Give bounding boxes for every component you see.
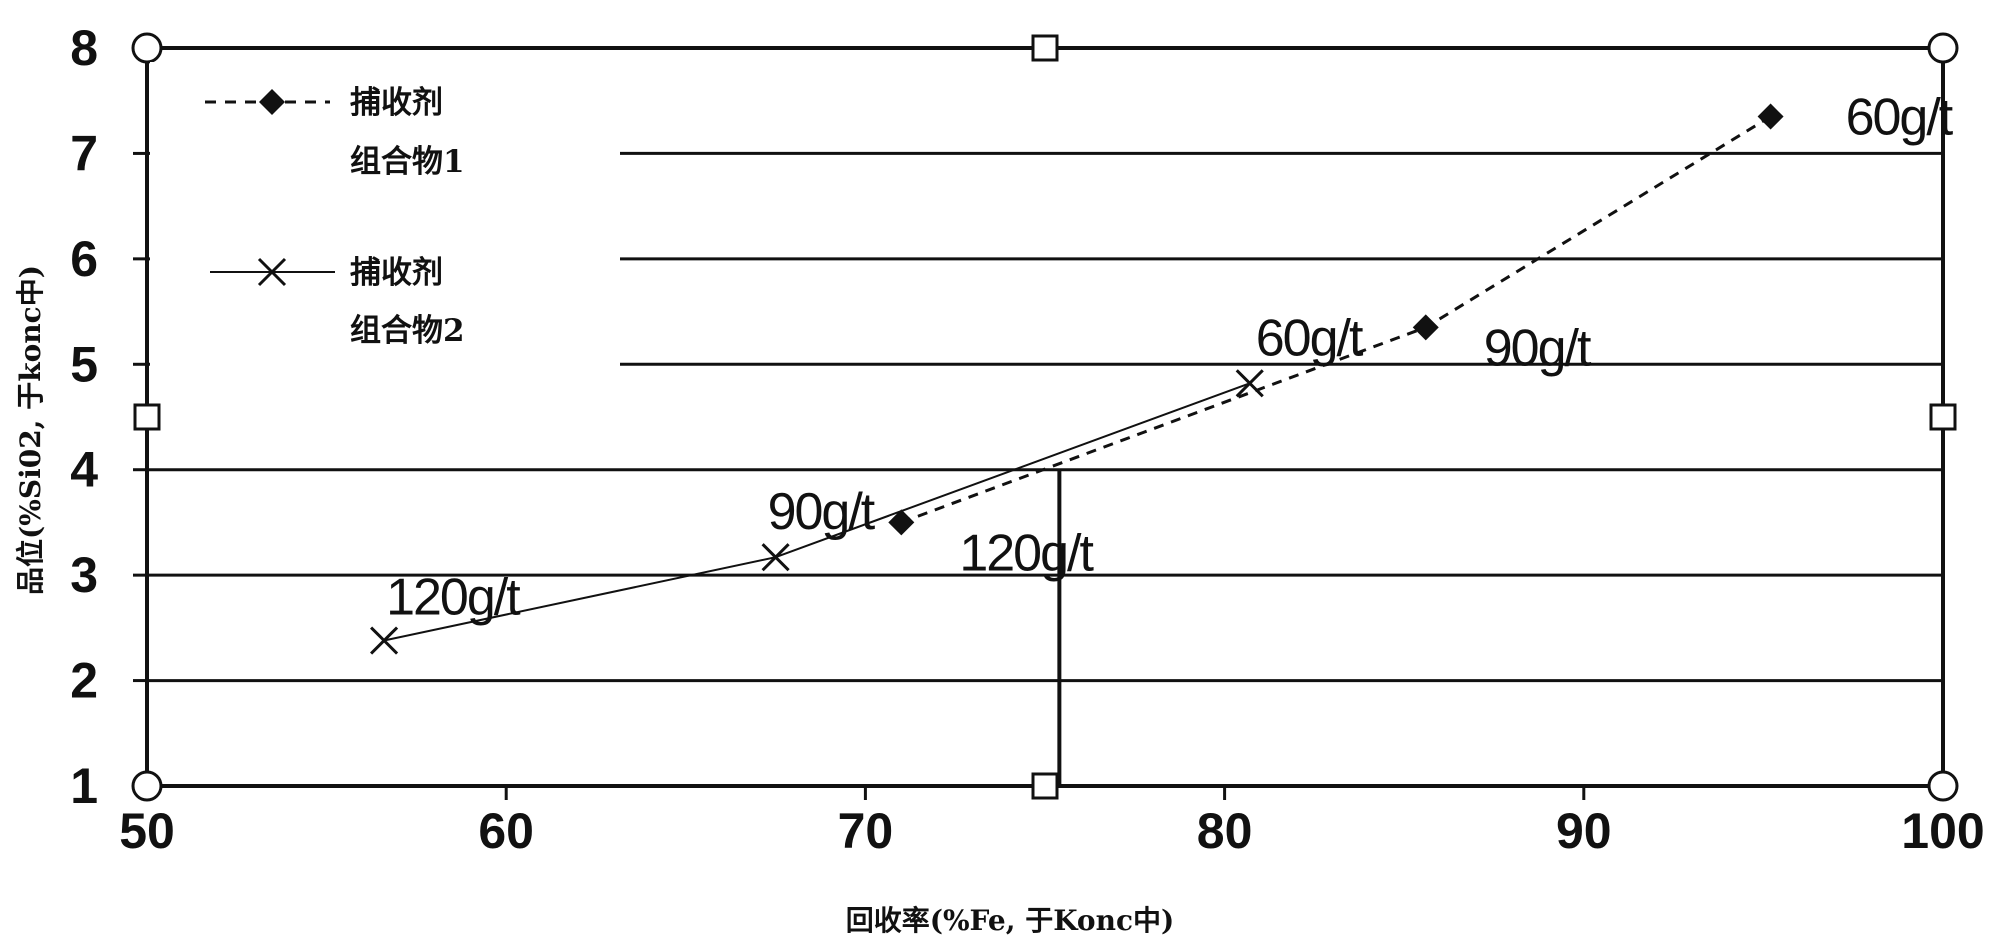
data-label-series-2: 60g/t <box>1256 309 1364 367</box>
y-tick-label: 6 <box>70 231 98 287</box>
frame-corner-handle <box>1929 772 1957 800</box>
y-tick-label: 3 <box>70 547 98 603</box>
y-tick-label: 4 <box>70 442 98 498</box>
legend-label-series-2-line1: 捕收剂 <box>350 255 443 291</box>
legend-label-series-1-line2: 组合物1 <box>350 144 465 180</box>
data-label-series-1: 90g/t <box>1484 319 1592 377</box>
data-label-series-2: 90g/t <box>768 483 876 541</box>
data-label-series-1: 120g/t <box>959 524 1094 582</box>
frame-edge-handle <box>1033 36 1057 60</box>
data-label-series-1: 60g/t <box>1846 89 1954 147</box>
frame-edge-handle <box>1033 774 1057 798</box>
data-label-series-2: 120g/t <box>386 569 521 627</box>
frame-corner-handle <box>1929 34 1957 62</box>
series-2-point <box>371 628 397 654</box>
frame-edge-handle <box>135 405 159 429</box>
series-1-point <box>888 509 914 535</box>
series-1-point <box>1413 314 1439 340</box>
legend-label-series-2-line2: 组合物2 <box>350 313 465 349</box>
y-tick-label: 8 <box>70 20 98 76</box>
series-2-point <box>763 544 789 570</box>
frame-edge-handle <box>1931 405 1955 429</box>
y-tick-label: 1 <box>70 758 98 814</box>
x-tick-label: 90 <box>1556 803 1612 859</box>
x-tick-label: 100 <box>1901 803 1984 859</box>
y-tick-label: 2 <box>70 653 98 709</box>
x-tick-label: 60 <box>478 803 534 859</box>
y-tick-label: 7 <box>70 125 98 181</box>
data-labels: 60g/t 90g/t 120g/t 60g/t 90g/t 120g/t <box>386 89 1954 627</box>
frame-corner-handle <box>133 772 161 800</box>
legend: 捕收剂 组合物1 捕收剂 组合物2 <box>150 62 620 367</box>
series-2-point <box>1237 370 1263 396</box>
x-tick-label: 70 <box>838 803 894 859</box>
series-1-point <box>1758 104 1784 130</box>
y-tick-label: 5 <box>70 336 98 392</box>
x-tick-label: 50 <box>119 803 175 859</box>
y-axis-title: 品位(%Si02, 于konc中) <box>14 265 47 595</box>
x-axis-title: 回收率(%Fe, 于Konc中) <box>846 904 1175 937</box>
legend-label-series-1-line1: 捕收剂 <box>350 85 443 121</box>
frame-corner-handle <box>133 34 161 62</box>
x-tick-label: 80 <box>1197 803 1253 859</box>
